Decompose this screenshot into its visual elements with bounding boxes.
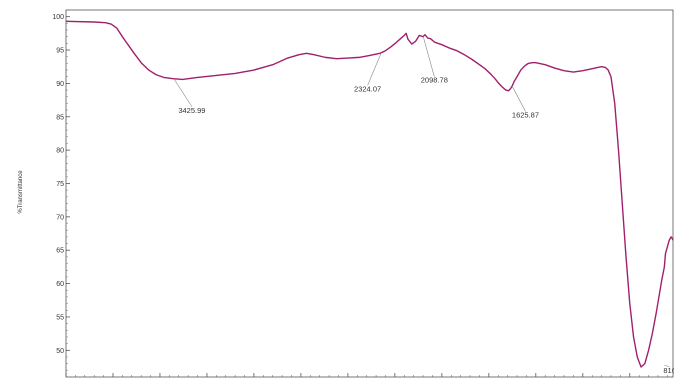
y-axis: 50 55 60 65 70 75 80 85 90 95 100 — [52, 14, 70, 371]
y-tick-label: 80 — [56, 148, 64, 155]
y-tick-label: 95 — [56, 48, 64, 55]
peak-label: 2324.07 — [354, 84, 381, 93]
y-tick-label: 50 — [56, 348, 64, 355]
peak-leader-line — [422, 36, 435, 77]
y-tick-label: 100 — [52, 14, 64, 21]
peak-leader-line — [173, 78, 193, 107]
peak-annotations: 3425.99 2324.07 2098.78 1625.87 816 — [173, 36, 674, 375]
peak-label: 3425.99 — [178, 106, 205, 115]
y-tick-label: 65 — [56, 248, 64, 255]
y-tick-label: 90 — [56, 81, 64, 88]
peak-label: 1625.87 — [512, 110, 539, 119]
y-tick-label: 75 — [56, 181, 64, 188]
y-tick-label: 70 — [56, 214, 64, 221]
peak-leader-line — [511, 85, 526, 112]
peak-label: 2098.78 — [421, 76, 448, 85]
y-tick-label: 60 — [56, 281, 64, 288]
x-axis — [65, 373, 668, 377]
plot-frame — [65, 9, 674, 378]
y-axis-title: %Transmittance — [18, 170, 24, 214]
peak-leader-line — [367, 53, 382, 86]
series-line — [65, 20, 674, 368]
y-tick-label: 55 — [56, 314, 64, 321]
y-tick-label: 85 — [56, 114, 64, 121]
peak-label: 816 — [663, 366, 674, 375]
peak-leader-line — [664, 364, 670, 368]
